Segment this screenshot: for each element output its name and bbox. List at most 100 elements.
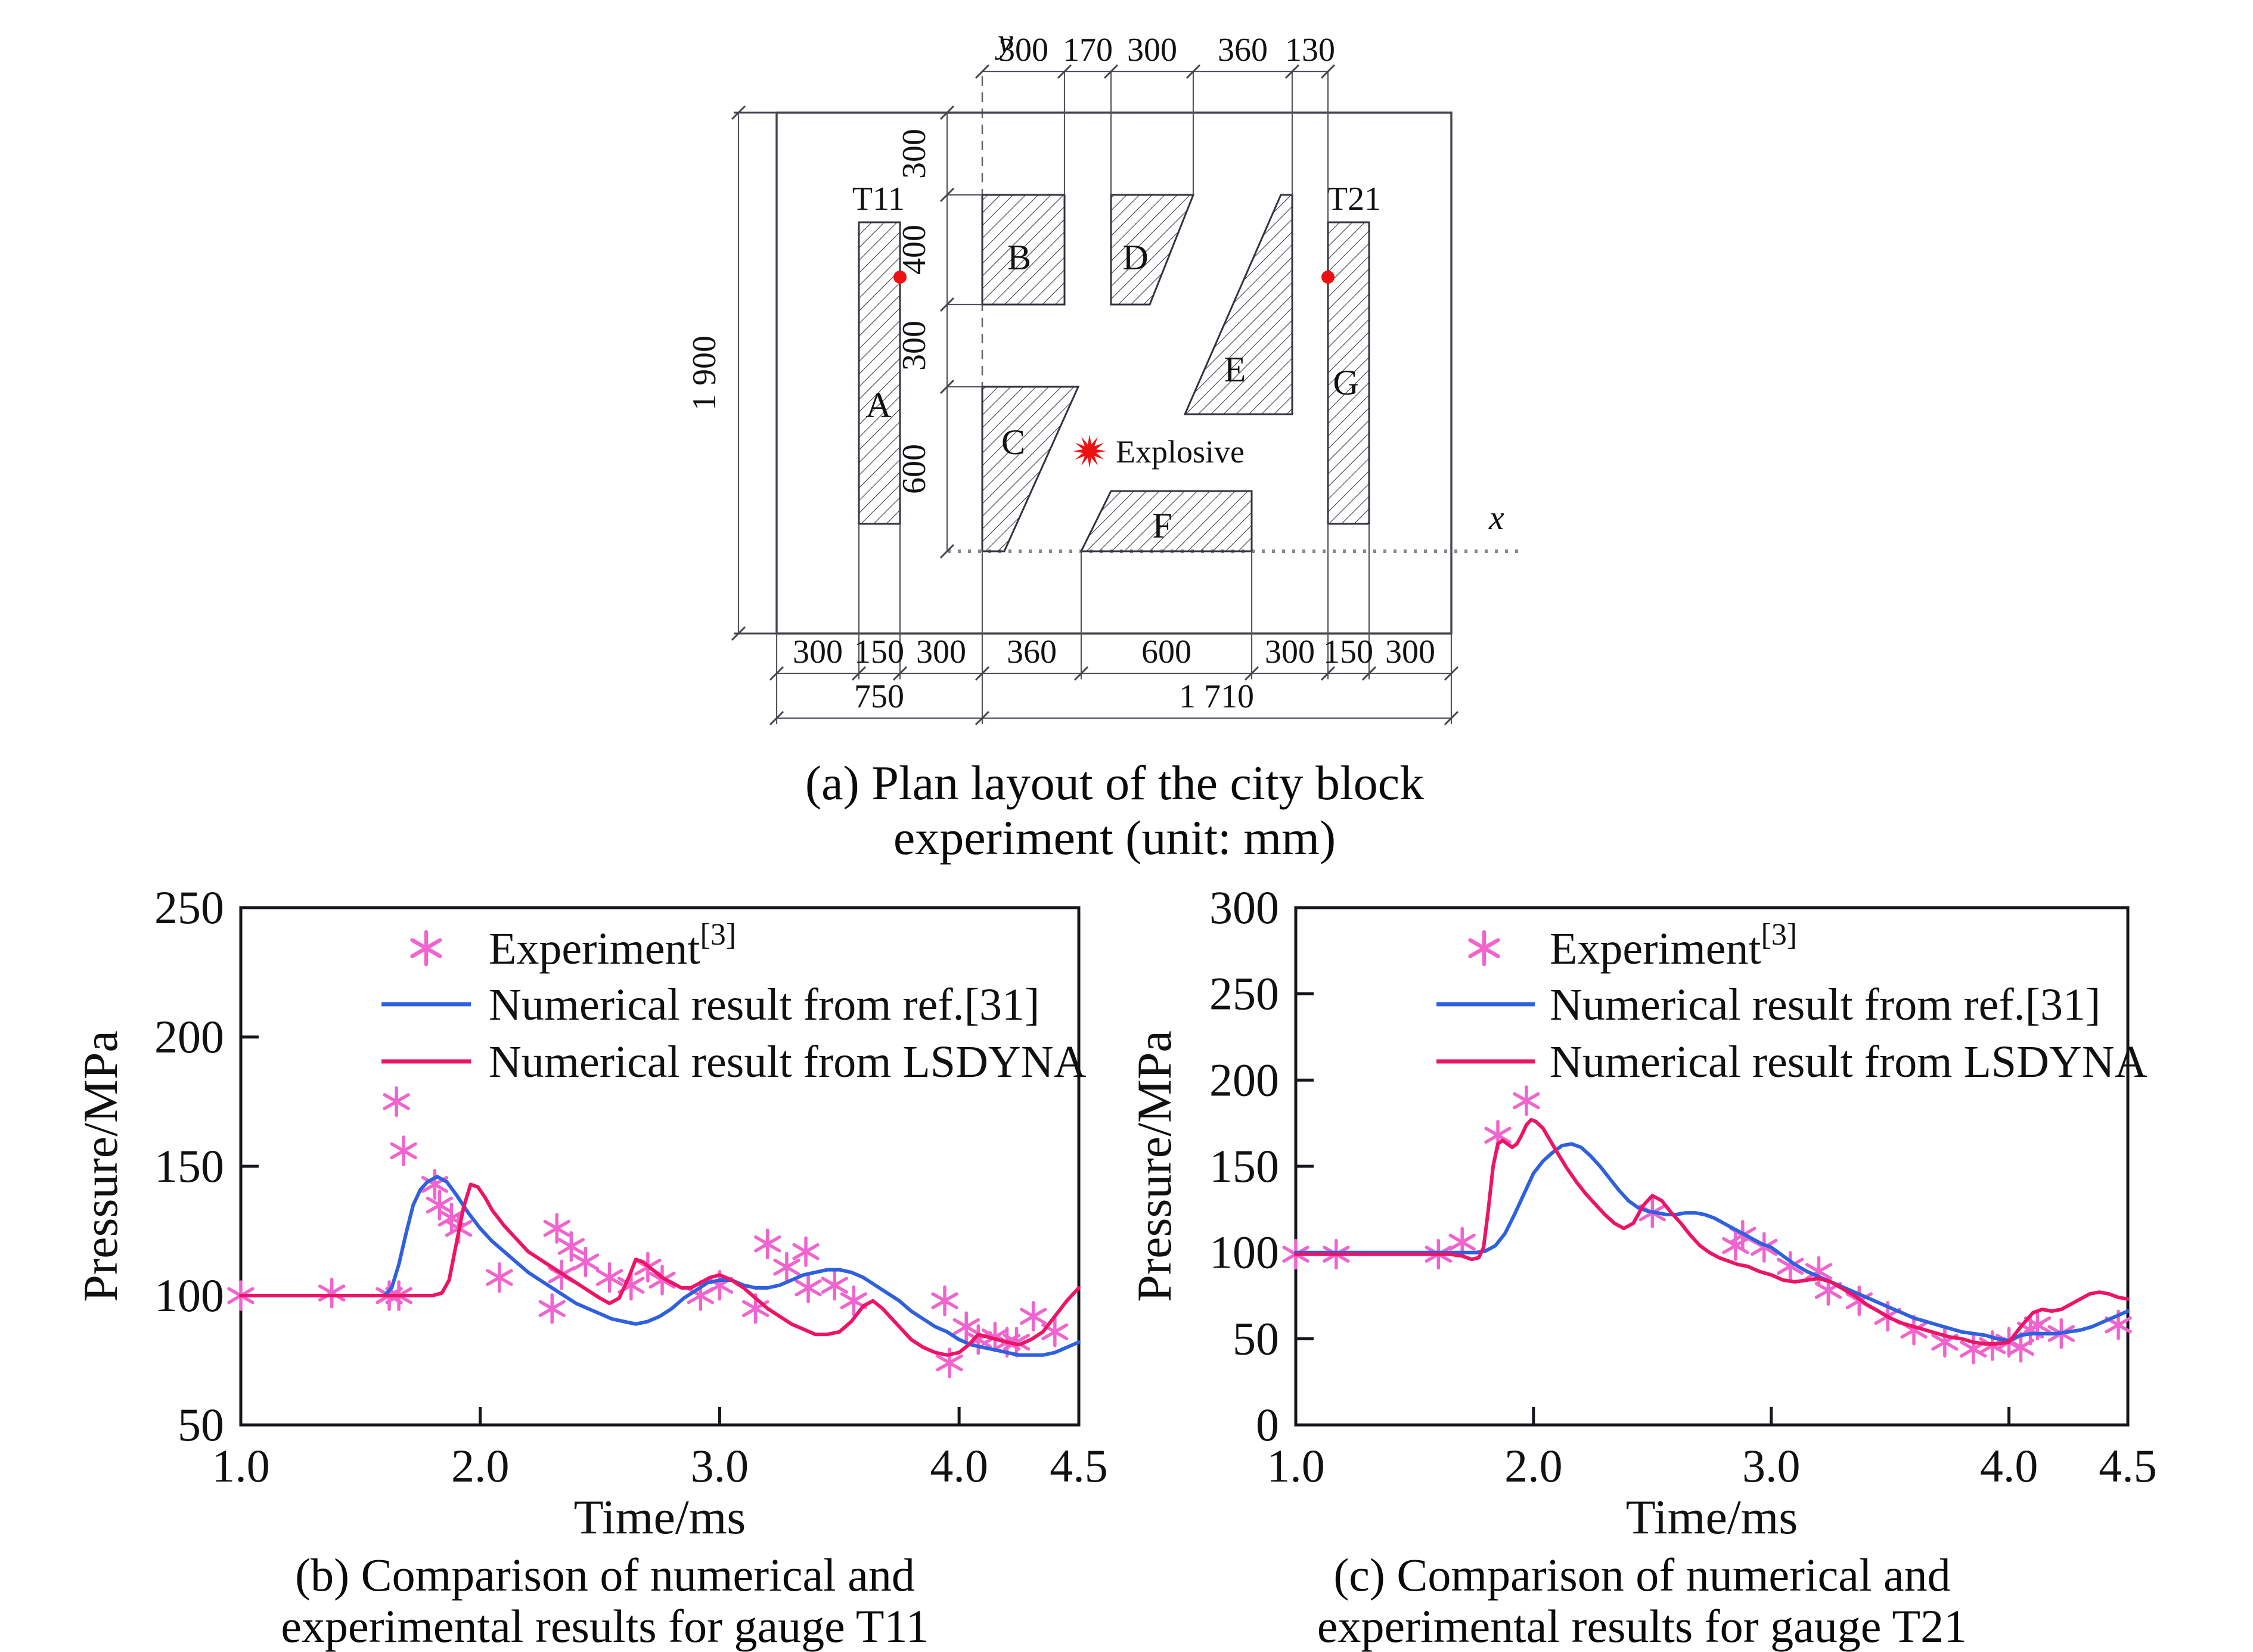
building-letters: A B C D E F G	[865, 238, 1358, 545]
building-B	[981, 194, 1066, 306]
experiment-marker	[795, 1272, 822, 1303]
experiment-marker	[754, 1228, 781, 1259]
dim-slash-tick	[1103, 64, 1119, 79]
series-line-numerical-result-from-lsdyna	[1294, 1117, 2130, 1346]
x-axis-tick-label: 2.0	[451, 1440, 510, 1492]
y-axis-tick-label: 150	[154, 1140, 224, 1192]
explosive-star-icon	[1073, 434, 1106, 468]
y-axis-tick-label: 0	[1256, 1399, 1279, 1451]
experiment-marker	[486, 1262, 513, 1293]
series-line-numerical-result-from-ref-31-	[1294, 1142, 2130, 1343]
x-axis-tick-label: 3.0	[1742, 1440, 1801, 1492]
dim-slash-tick	[769, 710, 784, 726]
dim-bottom-8: 300	[1385, 634, 1435, 670]
caption-c: (c) Comparison of numerical and experime…	[1225, 1549, 2059, 1652]
x-axis-tick-label: 3.0	[691, 1440, 749, 1492]
x-axis-tick-label: 4.5	[2099, 1440, 2157, 1492]
experiment-marker	[1041, 1316, 1069, 1347]
building-C	[981, 386, 1080, 552]
caption-b-line2: experimental results for gauge T11	[281, 1600, 929, 1652]
dim-slash-tick	[1244, 666, 1259, 681]
building-D	[1110, 194, 1195, 306]
experiment-marker	[1776, 1251, 1804, 1282]
experiment-marker	[426, 1190, 454, 1221]
y-axis-tick-label: 250	[154, 881, 224, 933]
experiment-marker	[1020, 1300, 1047, 1332]
y-axis-tick-label: 50	[1233, 1312, 1279, 1364]
dim-slash-tick	[939, 544, 955, 559]
building-label-C: C	[1001, 423, 1025, 462]
dim-slash-tick	[731, 105, 746, 120]
dim-top-5: 130	[1285, 32, 1335, 69]
experiment-marker	[595, 1262, 623, 1293]
buildings-group	[858, 194, 1370, 552]
dim-left-2: 400	[896, 225, 933, 275]
chart-gauge-t21: 1.0 2.0 3.0 4.0 4.5 0 50 100 150 200 250 300 Time/ms…	[1132, 881, 2157, 1544]
series-scatter-experiment	[227, 1086, 1069, 1378]
building-label-E: E	[1224, 350, 1246, 389]
dim-bottom-3: 300	[916, 634, 966, 670]
dim-slash-tick	[731, 626, 746, 641]
dim-slash-tick	[975, 666, 990, 681]
caption-a: (a) Plan layout of the city block experi…	[638, 756, 1591, 865]
dim-left-total: 1 900	[686, 336, 723, 411]
experiment-marker	[821, 1269, 848, 1301]
dim-slash-tick	[939, 297, 955, 312]
legend-entry-label: Numerical result from LSDYNA	[489, 1037, 1087, 1087]
plan-diagram: y x A B C D E F G T11 T21 Explosive	[686, 21, 1520, 726]
explosive-starburst	[1073, 434, 1106, 468]
dim-slash-tick	[1444, 710, 1459, 726]
building-label-F: F	[1152, 506, 1172, 545]
experiment-marker	[543, 1213, 570, 1244]
legend-marker-asterisk	[410, 930, 442, 967]
chart-gauge-t11: 1.0 2.0 3.0 4.0 4.5 50 100 150 200 250 Time/ms Pres…	[73, 881, 1108, 1544]
dim-bottom-1: 300	[793, 634, 843, 670]
experiment-marker	[318, 1277, 346, 1309]
caption-c-line2: experimental results for gauge T21	[1317, 1600, 1968, 1652]
dimension-labels: 300 170 300 360 130 1 900 300 400 300 60…	[686, 32, 1435, 715]
legend-entry-label: Numerical result from LSDYNA	[1550, 1037, 2148, 1087]
dim-slash-tick	[851, 666, 867, 681]
caption-b-line1: (b) Comparison of numerical and	[295, 1549, 915, 1601]
experiment-marker	[773, 1252, 800, 1283]
x-axis-tick-label: 4.0	[930, 1440, 988, 1492]
dim-bottom-2: 150	[854, 634, 904, 670]
dim-top-4: 360	[1218, 32, 1268, 69]
dim-bottom-total-1: 750	[854, 678, 904, 715]
dim-left-4: 600	[896, 444, 933, 494]
dim-slash-tick	[1073, 666, 1089, 681]
outer-boundary-wall	[775, 111, 1453, 635]
gauge-t21-label: T21	[1327, 181, 1381, 218]
x-axis-tick-label: 4.5	[1050, 1440, 1108, 1492]
experiment-marker	[648, 1265, 676, 1296]
series-line-numerical-result-from-ref-31-	[239, 1175, 1081, 1357]
gauge-t11-dot	[893, 271, 907, 284]
x-axis-tick-label: 1.0	[212, 1440, 270, 1492]
y-axis-title: Pressure/MPa	[73, 1030, 128, 1302]
dim-left-3: 300	[896, 321, 933, 371]
dim-slash-tick	[1444, 666, 1459, 681]
legend-entry-label: Experiment[3]	[489, 918, 736, 974]
dim-bottom-4: 360	[1007, 634, 1057, 670]
y-axis-tick-label: 200	[1209, 1054, 1279, 1106]
dim-slash-tick	[1186, 64, 1201, 79]
dim-top-3: 300	[1127, 32, 1177, 69]
y-axis-tick-label: 200	[154, 1011, 224, 1063]
experiment-marker	[557, 1231, 585, 1262]
dim-slash-tick	[1284, 64, 1300, 79]
experiment-marker	[383, 1086, 410, 1117]
caption-a-line2: experiment (unit: mm)	[893, 811, 1336, 865]
x-axis-label: x	[1488, 498, 1504, 537]
dim-bottom-6: 300	[1265, 634, 1315, 670]
dim-top-2: 170	[1063, 32, 1113, 69]
experiment-marker	[952, 1311, 980, 1342]
experiment-marker	[572, 1246, 600, 1278]
building-label-D: D	[1122, 238, 1148, 277]
y-axis-tick-label: 100	[154, 1269, 224, 1321]
y-axis-tick-label: 50	[178, 1399, 224, 1451]
y-axis-tick-label: 150	[1209, 1140, 1279, 1192]
y-axis-tick-label: 300	[1209, 881, 1279, 933]
x-axis-tick-label: 1.0	[1267, 1440, 1325, 1492]
experiment-marker	[792, 1236, 820, 1267]
caption-b: (b) Comparison of numerical and experime…	[188, 1549, 1022, 1652]
